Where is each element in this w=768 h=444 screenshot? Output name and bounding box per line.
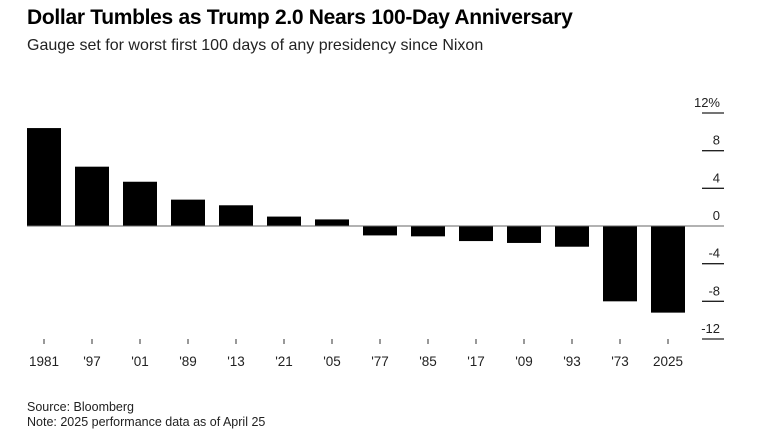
x-tick-label: '93: [563, 354, 581, 369]
chart-subtitle: Gauge set for worst first 100 days of an…: [27, 37, 484, 54]
y-tick-label: -12: [701, 321, 720, 336]
x-tick-label: '77: [371, 354, 389, 369]
y-tick-label: 0: [713, 208, 720, 223]
bar-85: [411, 226, 445, 237]
x-tick-label: '85: [419, 354, 437, 369]
x-tick-label: '05: [323, 354, 341, 369]
y-tick-label: 4: [713, 170, 720, 185]
x-tick-label: '01: [131, 354, 149, 369]
bar-2025: [651, 226, 685, 313]
bar-01: [123, 181, 157, 226]
chart-title: Dollar Tumbles as Trump 2.0 Nears 100-Da…: [27, 6, 573, 29]
y-tick-label: 12%: [694, 95, 720, 110]
footnote: Note: 2025 performance data as of April …: [27, 415, 266, 429]
x-tick-label: '17: [467, 354, 485, 369]
x-tick-label: '73: [611, 354, 629, 369]
bar-93: [555, 226, 589, 247]
bar-13: [219, 205, 253, 226]
bar-09: [507, 226, 541, 243]
x-tick-label: 2025: [653, 354, 683, 369]
x-tick-label: '97: [83, 354, 101, 369]
bar-1981: [27, 128, 61, 226]
x-tick-label: '89: [179, 354, 197, 369]
bar-05: [315, 219, 349, 226]
bar-17: [459, 226, 493, 242]
x-tick-label: '13: [227, 354, 245, 369]
bar-21: [267, 216, 301, 226]
source-note: Source: Bloomberg: [27, 400, 135, 414]
y-tick-label: -4: [708, 246, 720, 261]
x-tick-label: '09: [515, 354, 533, 369]
bar-97: [75, 166, 109, 226]
bar-73: [603, 226, 637, 302]
bar-89: [171, 199, 205, 226]
y-tick-label: 8: [713, 133, 720, 148]
bar-77: [363, 226, 397, 236]
y-tick-label: -8: [708, 283, 720, 298]
x-tick-label: '21: [275, 354, 293, 369]
x-tick-label: 1981: [29, 354, 59, 369]
